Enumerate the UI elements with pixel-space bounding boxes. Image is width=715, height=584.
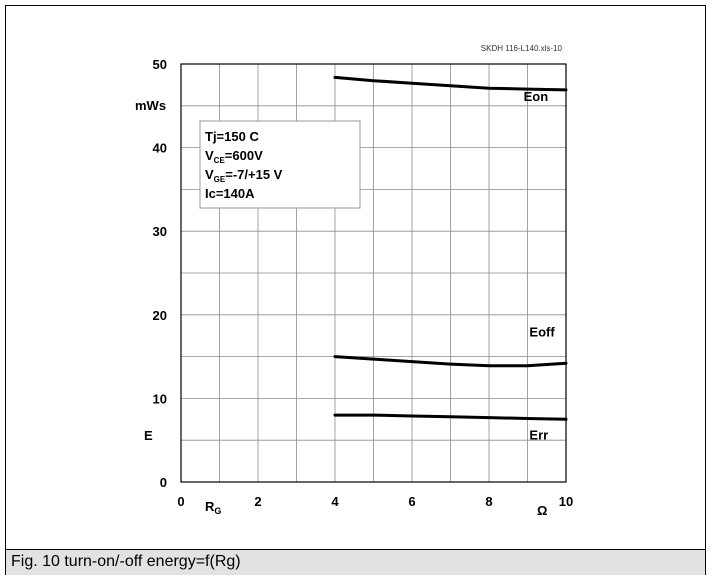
series-label-eon: Eon — [524, 89, 549, 104]
condition-vce-sub: CE — [214, 156, 226, 165]
x-tick-label: 0 — [177, 494, 184, 509]
x-tick-labels: 0 2 4 6 8 10 — [177, 494, 573, 509]
y-tick-label: 40 — [153, 141, 167, 156]
y-tick-labels: 0 10 20 30 40 50 — [153, 57, 167, 490]
x-tick-label: 8 — [485, 494, 492, 509]
y-unit-label: mWs — [135, 98, 166, 113]
figure-caption: Fig. 10 turn-on/-off energy=f(Rg) — [6, 549, 705, 575]
condition-vce-main: V — [205, 148, 214, 163]
condition-vce: VCE=600V — [205, 148, 263, 165]
x-unit-label: Ω — [537, 503, 547, 518]
series-line-eoff — [333, 355, 568, 368]
y-tick-label: 10 — [153, 391, 167, 406]
y-tick-label: 20 — [153, 308, 167, 323]
y-axis-label: E — [144, 428, 153, 443]
conditions-box-frame — [199, 120, 361, 209]
x-tick-label: 4 — [331, 494, 339, 509]
conditions-box: Tj=150 C VCE=600V VGE=-7/+15 V Ic=140A — [199, 120, 361, 209]
y-tick-label: 50 — [153, 57, 167, 72]
x-axis-label-sub: G — [214, 506, 221, 516]
condition-vge-sub: GE — [214, 175, 226, 184]
series-line-err — [333, 413, 568, 421]
condition-vge: VGE=-7/+15 V — [205, 167, 283, 184]
condition-vge-rest: =-7/+15 V — [225, 167, 282, 182]
y-tick-label: 0 — [160, 475, 167, 490]
condition-vce-rest: =600V — [225, 148, 263, 163]
plot-frame — [180, 63, 567, 483]
x-tick-label: 2 — [254, 494, 261, 509]
y-tick-label: 30 — [153, 224, 167, 239]
series-label-eoff: Eoff — [529, 325, 555, 340]
series-line-eon — [333, 75, 568, 92]
x-tick-label: 6 — [408, 494, 415, 509]
source-tag: SKDH 116-L140.xls-10 — [481, 44, 563, 53]
grid — [181, 64, 566, 482]
series-group: Eon Eoff Err — [333, 75, 568, 442]
x-tick-label: 10 — [559, 494, 573, 509]
condition-ic: Ic=140A — [205, 186, 255, 201]
condition-vge-main: V — [205, 167, 214, 182]
x-axis-label-main: R — [205, 499, 215, 514]
x-axis-label: RG — [205, 499, 221, 516]
series-label-err: Err — [529, 427, 548, 442]
condition-tj: Tj=150 C — [205, 129, 259, 144]
figure-frame — [5, 5, 706, 575]
